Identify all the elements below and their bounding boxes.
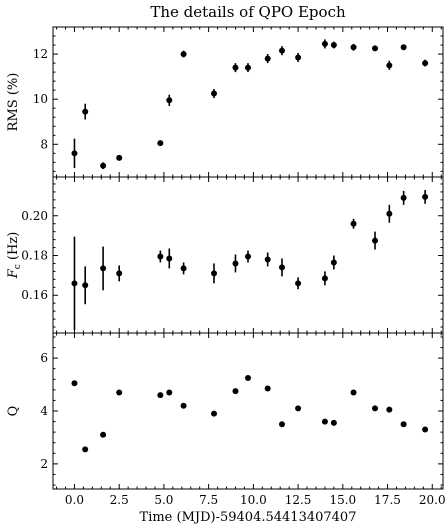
data-point [264, 385, 271, 392]
data-point [166, 97, 173, 104]
data-point [245, 253, 251, 260]
data-point [100, 431, 107, 438]
data-point [211, 90, 218, 97]
data-point [386, 210, 393, 217]
data-point [82, 282, 89, 289]
y-tick-label: 6 [40, 351, 48, 365]
data-point [372, 405, 379, 412]
data-point [116, 270, 123, 277]
panel-frame [52, 26, 444, 178]
y-tick-label: 8 [40, 137, 48, 151]
data-point [400, 421, 407, 428]
data-point [350, 220, 357, 227]
data-point [211, 270, 218, 277]
x-tick-label: 17.5 [374, 493, 401, 507]
data-point [350, 44, 357, 51]
x-tick-label: 12.5 [285, 493, 312, 507]
data-point [232, 260, 239, 267]
data-point [180, 51, 187, 58]
data-point [264, 55, 271, 62]
data-point [321, 40, 328, 47]
panel-frame [52, 332, 444, 490]
data-point [71, 150, 78, 157]
data-point [232, 388, 239, 395]
y-axis-label: RMS (%) [6, 73, 21, 132]
data-point [295, 280, 302, 287]
data-point [166, 389, 173, 396]
data-point [330, 419, 337, 426]
x-tick-label: 2.5 [110, 493, 129, 507]
x-tick-label: 0.0 [65, 493, 84, 507]
x-tick-label: 5.0 [154, 493, 173, 507]
data-point [386, 62, 393, 69]
data-point [321, 418, 328, 425]
data-point [100, 162, 107, 169]
data-point [166, 255, 173, 262]
data-point [372, 45, 379, 52]
data-point [350, 389, 357, 396]
data-point [278, 264, 285, 271]
panel-3: 2 4 6 0.0 2.5 5.0 7.5 10.0 12.5 15.0 17.5 20.0 Q [6, 332, 446, 507]
y-tick-label: 2 [40, 457, 48, 471]
data-point [295, 54, 302, 61]
data-point [330, 259, 337, 266]
data-point [157, 140, 164, 147]
data-point [232, 64, 239, 71]
y-tick-label: 12 [33, 47, 48, 61]
y-tick-label: 0.20 [21, 209, 48, 223]
data-point [157, 253, 164, 260]
y-tick-label: 4 [40, 404, 48, 418]
x-tick-label: 10.0 [240, 493, 267, 507]
data-point [330, 42, 337, 49]
y-axis-label: Fc (Hz) [6, 232, 23, 280]
data-point [386, 406, 393, 413]
x-tick-label: 15.0 [329, 493, 356, 507]
y-tick-label: 10 [33, 92, 48, 106]
data-point [100, 265, 107, 272]
x-axis-label: Time (MJD)-59404.54413407407 [140, 510, 357, 525]
data-point [372, 237, 379, 244]
panel-1: 8 10 12 RMS (%) [6, 26, 444, 178]
data-point [71, 280, 78, 287]
x-tick-label: 7.5 [199, 493, 218, 507]
data-point [400, 194, 407, 201]
data-point [180, 402, 187, 409]
data-point [278, 47, 285, 54]
data-point [422, 60, 429, 67]
data-point [71, 380, 78, 387]
data-point [422, 426, 429, 433]
chart-title: The details of QPO Epoch [150, 3, 346, 21]
data-point [245, 374, 251, 381]
data-point [211, 410, 218, 417]
data-point [422, 193, 429, 200]
y-tick-label: 0.18 [21, 248, 48, 262]
y-axis-label: Q [6, 406, 21, 417]
data-point [321, 275, 328, 282]
data-point [157, 392, 164, 399]
data-point [295, 405, 302, 412]
data-point [245, 64, 251, 71]
data-point [180, 265, 187, 272]
y-tick-label: 0.16 [21, 288, 48, 302]
panels: 8 10 12 RMS (%) 0.16 0.18 0.20 Fc (Hz) 2 4 6 0.0 2.5… [6, 26, 446, 507]
data-point [82, 108, 89, 115]
data-point [278, 421, 285, 428]
panel-2: 0.16 0.18 0.20 Fc (Hz) [6, 176, 444, 334]
data-point [264, 256, 271, 263]
data-point [82, 446, 89, 453]
data-point [116, 389, 123, 396]
data-point [400, 44, 407, 51]
x-tick-label: 20.0 [419, 493, 446, 507]
data-point [116, 154, 123, 161]
